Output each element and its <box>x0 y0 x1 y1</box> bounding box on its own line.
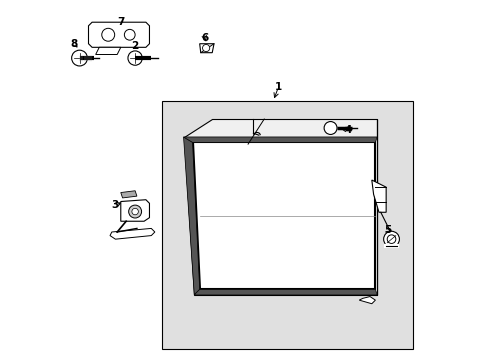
Circle shape <box>383 231 399 247</box>
Text: 3: 3 <box>112 200 119 210</box>
Circle shape <box>124 30 135 40</box>
Text: 1: 1 <box>274 82 282 92</box>
Polygon shape <box>121 191 137 198</box>
Polygon shape <box>192 142 375 289</box>
Polygon shape <box>359 297 375 304</box>
Polygon shape <box>371 180 386 212</box>
Polygon shape <box>199 44 214 53</box>
Circle shape <box>324 122 336 134</box>
Text: 7: 7 <box>117 17 124 27</box>
Text: 8: 8 <box>70 39 78 49</box>
Circle shape <box>202 44 209 51</box>
Text: 2: 2 <box>131 41 139 50</box>
Polygon shape <box>88 22 149 47</box>
Polygon shape <box>183 119 376 137</box>
Bar <box>162 101 412 348</box>
Polygon shape <box>183 137 199 295</box>
Text: 6: 6 <box>201 33 208 43</box>
Polygon shape <box>183 137 376 142</box>
Polygon shape <box>121 200 149 221</box>
Polygon shape <box>183 137 376 295</box>
Circle shape <box>102 28 115 41</box>
Text: 5: 5 <box>384 225 391 235</box>
Polygon shape <box>96 47 121 54</box>
Circle shape <box>128 205 142 218</box>
Circle shape <box>72 50 87 66</box>
Circle shape <box>132 208 138 215</box>
Circle shape <box>386 235 395 243</box>
Circle shape <box>128 51 142 65</box>
Polygon shape <box>194 289 376 295</box>
Text: 4: 4 <box>344 125 351 135</box>
Polygon shape <box>110 228 155 239</box>
